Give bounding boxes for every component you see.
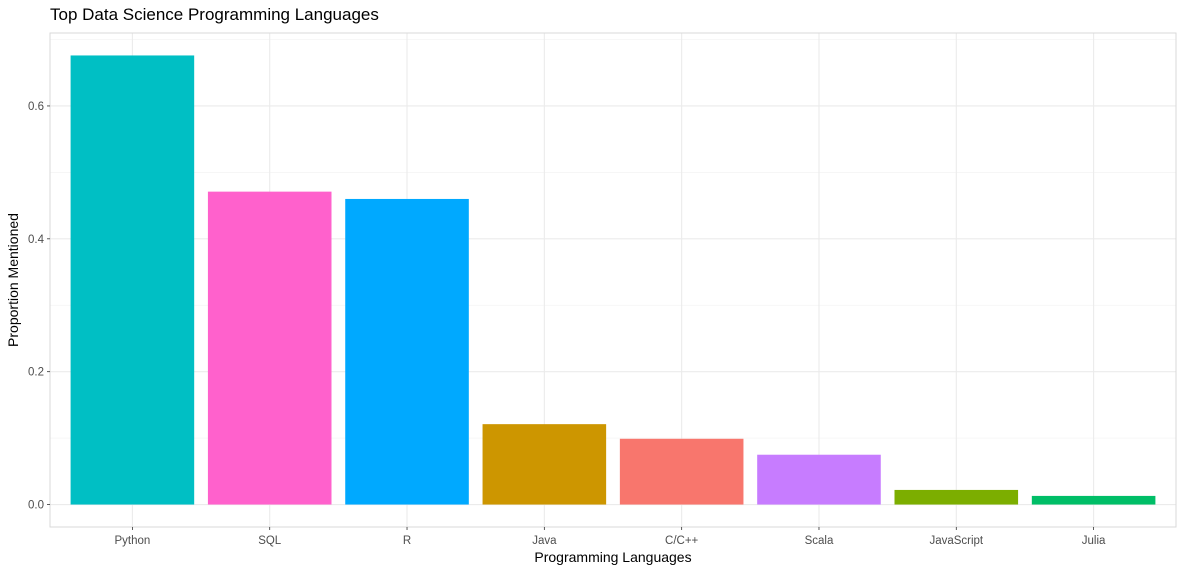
x-axis-ticks: Python SQL R Java C/C++ Scala JavaScript Julia xyxy=(114,527,1106,547)
bar-scala xyxy=(757,454,881,505)
x-tick-label: SQL xyxy=(258,535,282,547)
chart-title: Top Data Science Programming Languages xyxy=(50,5,379,24)
y-axis-title: Proportion Mentioned xyxy=(5,213,21,347)
x-axis-title: Programming Languages xyxy=(534,549,691,565)
bar-python xyxy=(70,55,195,505)
bar-julia xyxy=(1031,495,1156,505)
bar-sql xyxy=(207,191,332,505)
y-tick-label: 0.6 xyxy=(28,101,44,113)
x-tick-label: Julia xyxy=(1082,535,1106,547)
bars xyxy=(70,55,1156,505)
bar-r xyxy=(345,198,469,505)
x-tick-label: Scala xyxy=(805,535,834,547)
y-tick-label: 0.2 xyxy=(28,367,44,379)
bar-javascript xyxy=(894,489,1019,505)
x-tick-label: Java xyxy=(532,535,557,547)
x-tick-label: JavaScript xyxy=(929,535,983,547)
y-tick-label: 0.0 xyxy=(28,500,44,512)
bar-java xyxy=(482,424,607,505)
x-tick-label: C/C++ xyxy=(665,535,699,547)
plot-panel-border xyxy=(49,32,1177,528)
y-axis-ticks: 0.0 0.2 0.4 0.6 xyxy=(28,101,50,512)
bar-c-c- xyxy=(619,438,744,505)
y-tick-label: 0.4 xyxy=(28,234,45,246)
x-tick-label: R xyxy=(403,535,411,547)
x-tick-label: Python xyxy=(114,535,150,547)
